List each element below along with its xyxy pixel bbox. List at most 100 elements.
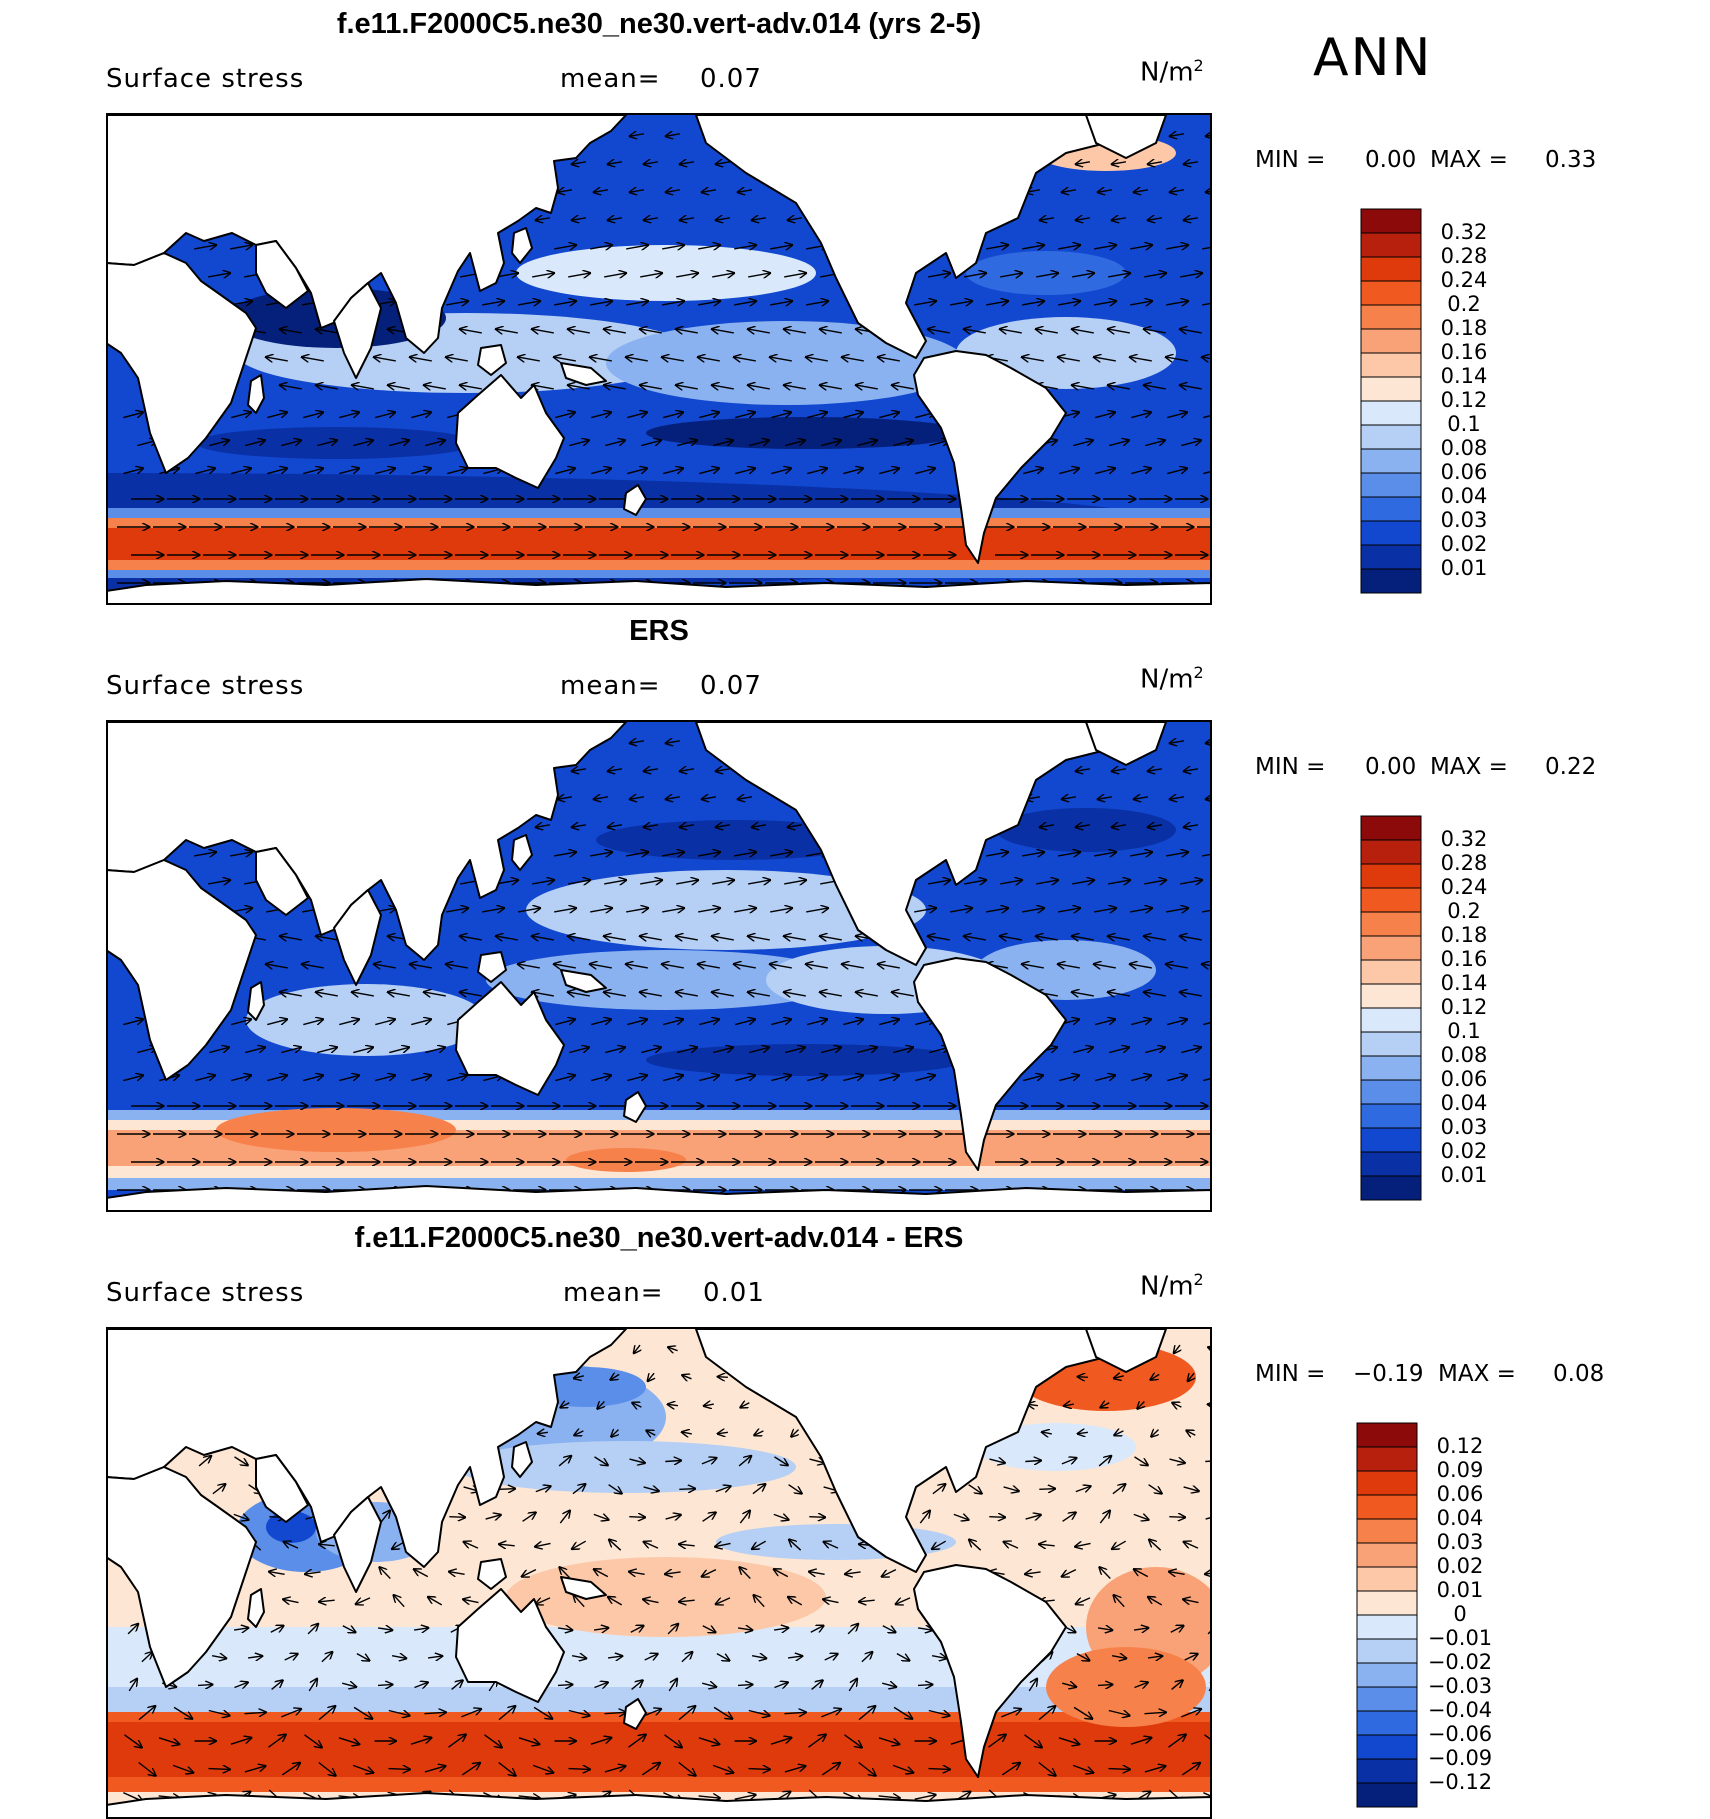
- wind-vector: [280, 329, 302, 333]
- wind-vector: [270, 1626, 283, 1633]
- wind-vector: [568, 936, 590, 940]
- panel-3-min-value: −0.19: [1353, 1361, 1424, 1387]
- wind-vector: [532, 992, 554, 996]
- field-blob: [966, 251, 1126, 295]
- wind-vector: [676, 992, 698, 996]
- wind-vector: [518, 1796, 540, 1798]
- wind-vector: [604, 880, 626, 884]
- panel-2-min-value: 0.00: [1365, 754, 1417, 780]
- wind-vector: [878, 1737, 899, 1744]
- colorbar-tick-label: 0.28: [1440, 244, 1488, 268]
- wind-vector: [1204, 1734, 1212, 1742]
- wind-vector: [375, 468, 394, 475]
- wind-vector: [1108, 1769, 1130, 1770]
- wind-vector: [374, 964, 396, 968]
- wind-vector: [303, 1019, 322, 1026]
- wind-vector: [698, 357, 720, 361]
- field-blob: [976, 1423, 1136, 1471]
- wind-vector: [879, 412, 898, 419]
- wind-vector: [1131, 1019, 1150, 1026]
- wind-vector: [1207, 1624, 1212, 1635]
- wind-vector: [266, 964, 288, 968]
- wind-vector: [738, 797, 753, 799]
- colorbar-swatch: [1356, 1686, 1418, 1712]
- wind-vector: [1028, 1679, 1037, 1692]
- wind-vector: [1100, 1568, 1111, 1579]
- wind-vector: [1108, 992, 1130, 996]
- wind-vector: [1180, 273, 1202, 277]
- wind-vector: [718, 1432, 728, 1433]
- wind-vector: [1133, 1628, 1148, 1630]
- wind-vector: [339, 468, 358, 475]
- wind-vector: [558, 1456, 571, 1467]
- wind-vector: [594, 797, 609, 799]
- wind-vector: [302, 357, 324, 361]
- wind-vector: [629, 1459, 645, 1463]
- wind-vector: [231, 1019, 250, 1026]
- wind-vector: [640, 880, 662, 884]
- wind-vector: [668, 1404, 678, 1405]
- wind-vector: [1144, 273, 1166, 277]
- wind-vector: [640, 273, 662, 277]
- panel-2-variable: Surface stress: [106, 671, 305, 701]
- wind-vector: [784, 936, 806, 940]
- wind-vector: [678, 1761, 696, 1776]
- wind-vector: [1025, 1572, 1041, 1574]
- wind-vector: [482, 908, 504, 912]
- wind-vector: [593, 1514, 608, 1519]
- wind-vector: [1166, 301, 1188, 305]
- wind-vector: [1134, 190, 1149, 192]
- wind-vector: [665, 1515, 681, 1519]
- wind-vector: [861, 1652, 872, 1663]
- wind-vector: [1130, 357, 1152, 361]
- colorbar-swatch: [1360, 208, 1422, 234]
- wind-vector: [1000, 936, 1022, 940]
- wind-vector: [267, 412, 286, 419]
- land-antarctica: [106, 1185, 1212, 1212]
- wind-vector: [446, 964, 468, 968]
- wind-vector: [375, 1019, 394, 1026]
- wind-vector: [303, 412, 322, 419]
- wind-vector: [388, 992, 410, 996]
- wind-vector: [847, 1624, 858, 1635]
- wind-vector: [698, 301, 720, 305]
- wind-vector: [640, 329, 662, 333]
- map-border: [106, 720, 1212, 1212]
- wind-vector: [234, 1683, 248, 1688]
- wind-vector: [532, 1764, 553, 1772]
- wind-vector: [630, 1626, 643, 1633]
- wind-vector: [748, 385, 770, 389]
- wind-vector: [231, 412, 250, 419]
- wind-vector: [128, 1679, 137, 1692]
- wind-vector: [304, 1734, 322, 1747]
- wind-vector: [807, 468, 826, 475]
- panel-3-max-label: MAX =: [1438, 1361, 1516, 1387]
- colorbar-tick-label: 0.02: [1436, 1554, 1484, 1578]
- wind-vector: [231, 468, 250, 475]
- wind-vector: [1170, 190, 1185, 192]
- wind-vector: [748, 992, 770, 996]
- colorbar-swatch: [1356, 1422, 1418, 1448]
- wind-vector: [518, 1737, 539, 1744]
- land-eurasia: [106, 721, 627, 961]
- wind-vector: [284, 1599, 299, 1602]
- wind-vector: [496, 880, 518, 884]
- wind-vector: [663, 1019, 682, 1026]
- wind-vector: [1208, 1404, 1212, 1405]
- colorbar-tick-label: 0.2: [1447, 292, 1481, 316]
- wind-vector: [662, 852, 684, 856]
- wind-vector: [554, 357, 576, 361]
- wind-vector: [591, 468, 610, 475]
- wind-vector: [380, 1568, 391, 1579]
- wind-vector: [591, 1019, 610, 1026]
- wind-vector: [676, 936, 698, 940]
- land-japan: [511, 227, 533, 264]
- wind-vector: [1167, 1019, 1186, 1026]
- panel-1-mean-label: mean=: [560, 64, 661, 94]
- colorbar-swatch: [1356, 1470, 1418, 1496]
- wind-vector: [770, 301, 792, 305]
- colorbar-tick-label: −0.01: [1427, 1626, 1493, 1650]
- wind-vector: [857, 1047, 876, 1054]
- colorbar-swatch: [1360, 472, 1422, 498]
- land-northamerica: [695, 114, 1127, 359]
